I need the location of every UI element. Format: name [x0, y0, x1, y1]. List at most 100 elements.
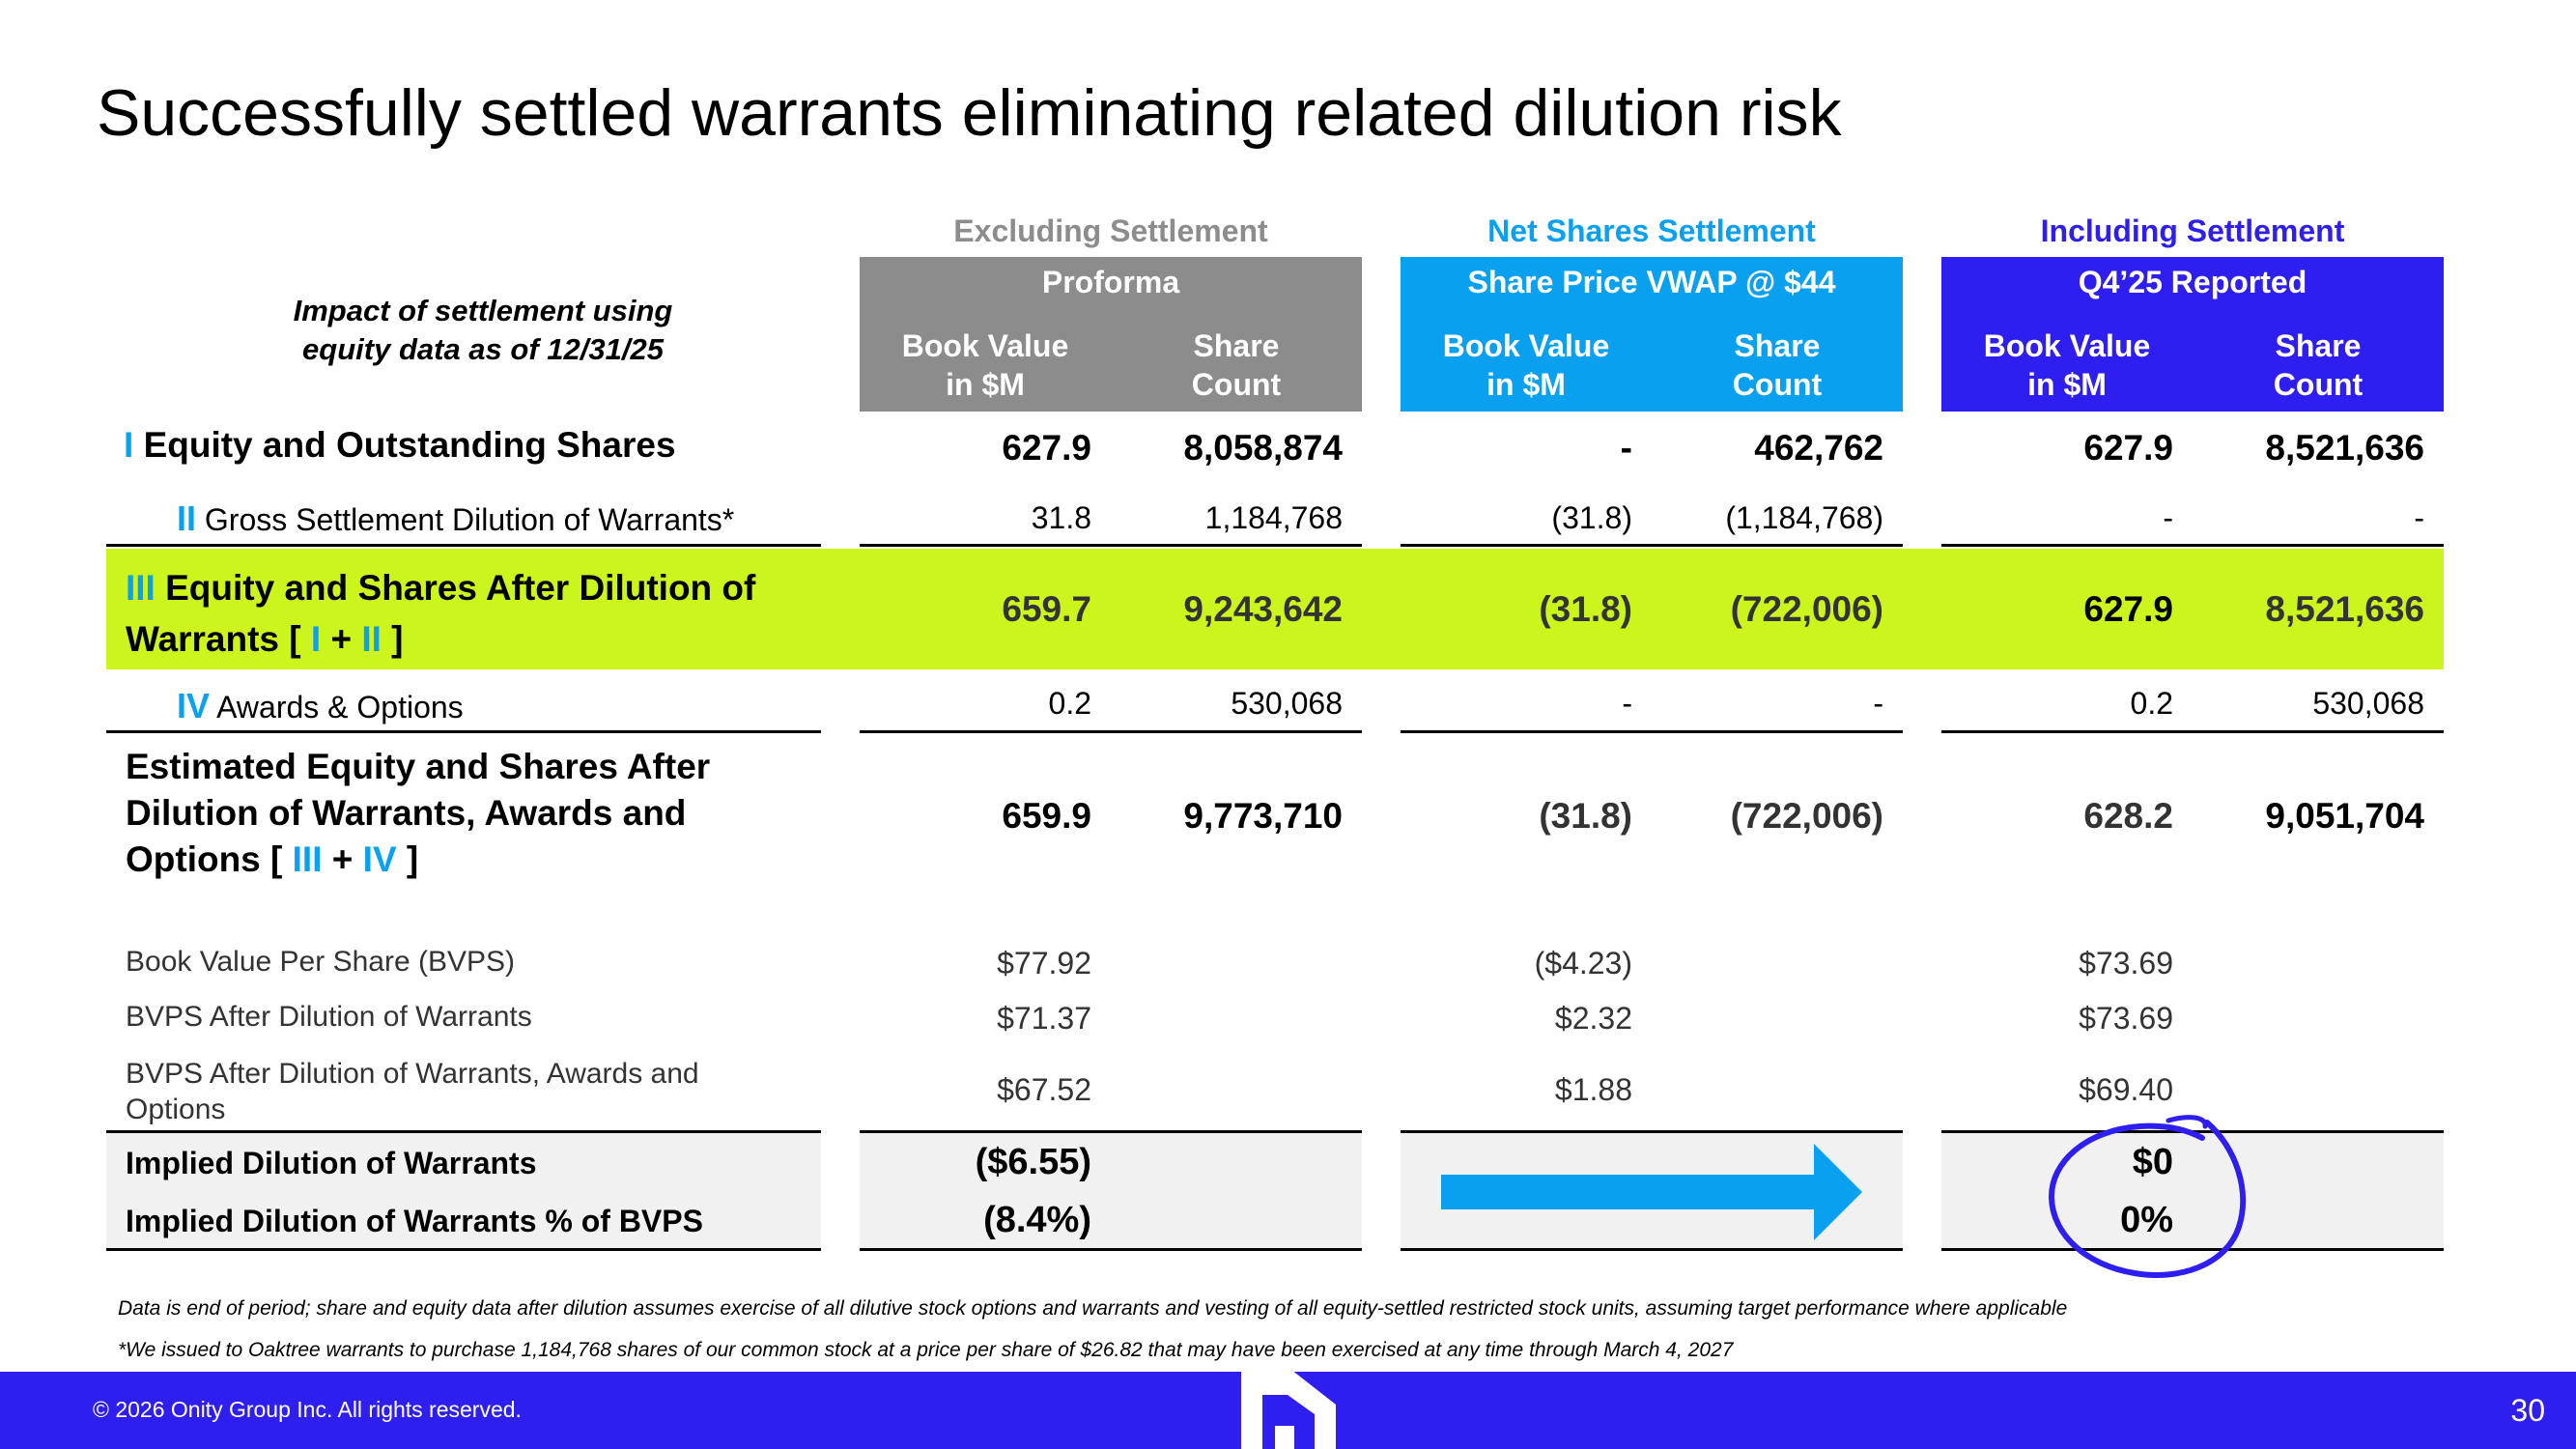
- cell: (722,006): [1730, 796, 1883, 836]
- cell: 9,051,704: [2265, 796, 2424, 836]
- cell: 659.9: [1002, 796, 1091, 836]
- footnote: Data is end of period; share and equity …: [118, 1297, 2068, 1320]
- row-label-text: Estimated Equity and Shares After: [126, 747, 711, 786]
- bvps-all-dilution-label: BVPS After Dilution of Warrants, Awards …: [126, 1056, 699, 1127]
- divider: [1401, 1248, 1903, 1251]
- roman-ref: IV: [362, 839, 397, 879]
- divider: [1941, 730, 2444, 733]
- col-share: Share: [2275, 328, 2362, 363]
- roman-ref: II: [361, 619, 382, 659]
- cell: $67.52: [997, 1072, 1091, 1107]
- plus-sign: +: [322, 839, 363, 879]
- implied-band: [106, 1132, 821, 1250]
- cell: 530,068: [1231, 686, 1343, 721]
- row-equity-outstanding-label: I Equity and Outstanding Shares: [124, 425, 676, 466]
- row-label-text: Dilution of Warrants, Awards and: [126, 793, 687, 833]
- cell: 9,243,642: [1183, 589, 1343, 629]
- cell: 659.7: [1002, 589, 1091, 629]
- col-book-value-unit: in $M: [946, 367, 1025, 402]
- divider: [106, 1248, 821, 1251]
- header-proforma: Proforma Book Value in $M Share Count: [860, 257, 1362, 412]
- cell: $1.88: [1554, 1072, 1632, 1107]
- impact-label: Impact of settlement using equity data a…: [222, 292, 744, 369]
- col-book-value-unit: in $M: [2027, 367, 2107, 402]
- roman-numeral: II: [177, 498, 197, 538]
- cell: 8,058,874: [1183, 428, 1343, 468]
- cell: 8,521,636: [2265, 428, 2424, 468]
- col-share: Share: [1734, 328, 1821, 363]
- bvps-warrants-label: BVPS After Dilution of Warrants: [126, 1001, 532, 1033]
- group-label-net-shares: Net Shares Settlement: [1487, 213, 1816, 248]
- cell: (722,006): [1730, 589, 1883, 629]
- copyright: © 2026 Onity Group Inc. All rights reser…: [93, 1397, 522, 1422]
- highlight-circle-icon: [2048, 1115, 2247, 1278]
- col-book-value: Book Value: [901, 328, 1069, 363]
- cell: 0.2: [2130, 686, 2173, 721]
- cell: (1,184,768): [1725, 500, 1883, 535]
- col-count: Count: [1732, 367, 1823, 402]
- row-label-text: Equity and Outstanding Shares: [143, 425, 676, 465]
- implied-band: [1941, 1132, 2444, 1250]
- cell: -: [1620, 428, 1632, 468]
- roman-numeral: I: [124, 425, 134, 465]
- house-logo-icon: [1241, 1370, 1336, 1449]
- divider: [860, 730, 1362, 733]
- bracket: ]: [396, 839, 419, 879]
- page-title: Successfully settled warrants eliminatin…: [97, 76, 1842, 150]
- bvps-label: Book Value Per Share (BVPS): [126, 946, 515, 978]
- divider: [1401, 1130, 1903, 1133]
- cell: 627.9: [2083, 589, 2173, 629]
- cell: 627.9: [1002, 428, 1091, 468]
- cell: $77.92: [997, 946, 1091, 980]
- bracket: ]: [381, 619, 404, 659]
- implied-band: [860, 1132, 1362, 1250]
- implied-dilution-pct-label: Implied Dilution of Warrants % of BVPS: [126, 1204, 703, 1238]
- impact-line-1: Impact of settlement using: [293, 294, 673, 327]
- row-label-text: Warrants [: [126, 619, 311, 659]
- cell: (31.8): [1539, 796, 1632, 836]
- roman-numeral: IV: [177, 686, 211, 725]
- cell: -: [1873, 686, 1883, 721]
- divider: [860, 1248, 1362, 1251]
- header-title: Proforma: [1041, 265, 1180, 299]
- row-label-text: Options [: [126, 839, 293, 879]
- right-arrow-icon: [1441, 1144, 1862, 1240]
- cell: 627.9: [2083, 428, 2173, 468]
- bvps-label-line: Options: [126, 1094, 226, 1125]
- cell: 0%: [2120, 1200, 2173, 1240]
- cell: $73.69: [2079, 946, 2173, 980]
- cell: $73.69: [2079, 1001, 2173, 1036]
- page-number: 30: [2510, 1393, 2545, 1428]
- cell: $0: [2132, 1142, 2173, 1182]
- cell: 8,521,636: [2265, 589, 2424, 629]
- cell: -: [1622, 686, 1632, 721]
- roman-ref: III: [292, 839, 323, 879]
- row-estimated-equity-label: Estimated Equity and Shares After Diluti…: [126, 744, 710, 883]
- cell: 9,773,710: [1183, 796, 1343, 836]
- bvps-label-line: BVPS After Dilution of Warrants, Awards …: [126, 1058, 699, 1090]
- col-book-value: Book Value: [1442, 328, 1610, 363]
- col-book-value: Book Value: [1983, 328, 2151, 363]
- cell: 1,184,768: [1204, 500, 1343, 535]
- header-share-price: Share Price VWAP @ $44 Book Value in $M S…: [1401, 257, 1903, 412]
- cell: -: [2163, 500, 2173, 535]
- divider: [1941, 1248, 2444, 1251]
- divider: [1941, 544, 2444, 547]
- row-gross-settlement-label: II Gross Settlement Dilution of Warrants…: [177, 498, 734, 539]
- cell: ($6.55): [975, 1142, 1091, 1182]
- divider: [860, 544, 1362, 547]
- cell: 462,762: [1754, 428, 1883, 468]
- divider: [1401, 544, 1903, 547]
- header-title: Share Price VWAP @ $44: [1467, 265, 1836, 299]
- col-share: Share: [1193, 328, 1280, 363]
- divider: [106, 730, 821, 733]
- cell: 0.2: [1048, 686, 1091, 721]
- cell: 31.8: [1031, 500, 1091, 535]
- cell: 530,068: [2312, 686, 2424, 721]
- col-count: Count: [2273, 367, 2364, 402]
- row-label-text: Gross Settlement Dilution of Warrants*: [204, 502, 735, 537]
- cell: (8.4%): [983, 1200, 1091, 1240]
- cell: (31.8): [1539, 589, 1632, 629]
- footnote: *We issued to Oaktree warrants to purcha…: [118, 1339, 1734, 1361]
- cell: $71.37: [997, 1001, 1091, 1036]
